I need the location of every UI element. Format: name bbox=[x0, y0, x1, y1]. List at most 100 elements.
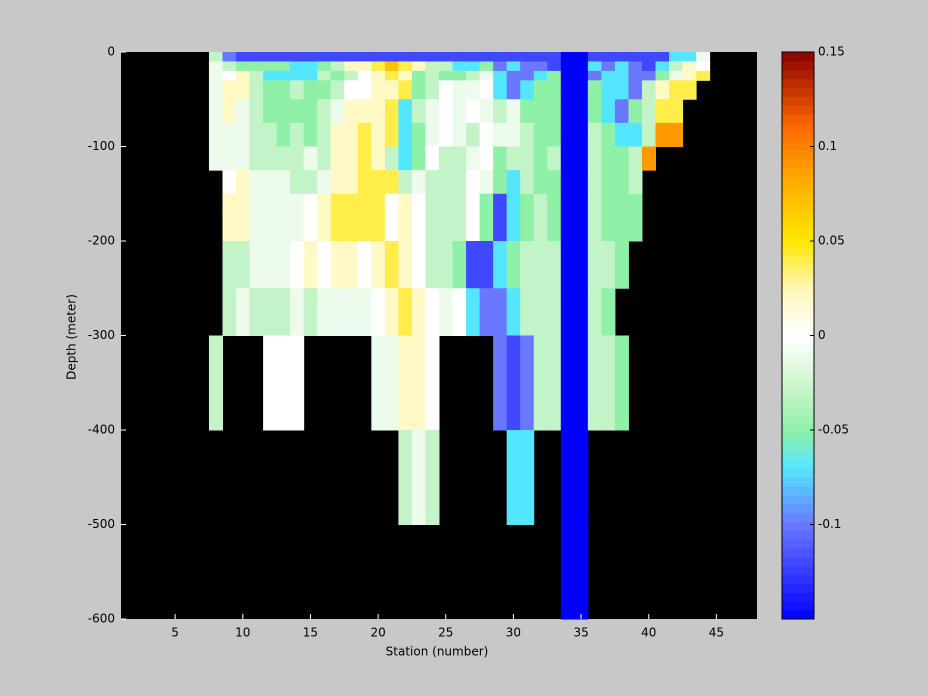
heat-cell bbox=[330, 122, 345, 147]
colorbar-swatch bbox=[782, 441, 814, 452]
heat-cell bbox=[303, 52, 318, 62]
heat-cell bbox=[330, 80, 345, 100]
heat-cell bbox=[669, 80, 684, 100]
heat-cell bbox=[276, 99, 291, 124]
heat-cell bbox=[614, 170, 629, 195]
heat-cell bbox=[547, 70, 562, 81]
colorbar-tick-label: 0.05 bbox=[818, 234, 845, 248]
heat-cell bbox=[479, 122, 494, 147]
heat-cell bbox=[276, 288, 291, 336]
heat-cell bbox=[371, 122, 386, 147]
heat-cell bbox=[533, 193, 548, 242]
colorbar-swatch bbox=[782, 397, 814, 407]
heat-cell bbox=[330, 61, 345, 72]
heat-cell bbox=[493, 122, 508, 147]
heat-cell bbox=[439, 80, 454, 100]
colorbar-swatch bbox=[782, 308, 814, 319]
heat-cell bbox=[466, 52, 481, 62]
heat-cell bbox=[506, 146, 521, 171]
heat-cell bbox=[466, 61, 481, 72]
heat-cell bbox=[439, 193, 454, 242]
heat-cell bbox=[398, 61, 413, 72]
heat-cell bbox=[641, 52, 657, 62]
heat-cell bbox=[344, 61, 359, 72]
colorbar-tick-label: 0.15 bbox=[818, 45, 845, 59]
heat-cell bbox=[276, 146, 291, 171]
heat-cell bbox=[520, 61, 535, 72]
heat-cell bbox=[560, 288, 575, 336]
heat-cell bbox=[249, 122, 264, 147]
heat-cell bbox=[641, 61, 657, 72]
heat-cell bbox=[479, 146, 494, 171]
heat-cell bbox=[384, 70, 399, 81]
heat-cell bbox=[249, 170, 264, 195]
heat-cell bbox=[493, 193, 508, 242]
heat-cell bbox=[290, 193, 305, 242]
heat-cell bbox=[439, 288, 454, 336]
colorbar-swatch bbox=[782, 87, 814, 97]
heat-cell bbox=[669, 52, 684, 62]
heat-cell bbox=[533, 52, 548, 62]
colorbar-swatch bbox=[782, 530, 814, 540]
heat-cell bbox=[344, 122, 359, 147]
heat-cell bbox=[425, 61, 440, 72]
heat-cell bbox=[411, 61, 426, 72]
colorbar-swatch bbox=[782, 69, 814, 80]
heat-cell bbox=[520, 288, 535, 336]
heat-cell bbox=[655, 122, 670, 147]
colorbar-swatch bbox=[782, 202, 814, 212]
heat-cell bbox=[628, 146, 643, 171]
x-tick-label: 15 bbox=[303, 626, 318, 640]
heat-cell bbox=[249, 241, 264, 289]
heat-cell bbox=[560, 524, 575, 620]
heat-cell bbox=[601, 335, 616, 431]
colorbar-swatch bbox=[782, 362, 814, 372]
heat-cell bbox=[587, 193, 602, 242]
heat-cell bbox=[344, 80, 359, 100]
colorbar-swatch bbox=[782, 52, 814, 62]
heat-cell bbox=[263, 80, 278, 100]
colorbar-swatch bbox=[782, 344, 814, 354]
heat-cell bbox=[493, 288, 508, 336]
heat-cell bbox=[628, 70, 643, 81]
heat-cell bbox=[574, 241, 589, 289]
heat-cell bbox=[452, 288, 467, 336]
heat-cell bbox=[452, 70, 467, 81]
heat-cell bbox=[669, 70, 684, 81]
heat-cell bbox=[655, 99, 670, 124]
heat-cell bbox=[439, 99, 454, 124]
heat-cell bbox=[547, 335, 562, 431]
heat-cell bbox=[330, 146, 345, 171]
heat-cell bbox=[696, 70, 711, 81]
heat-cell bbox=[560, 335, 575, 431]
heat-cell bbox=[276, 170, 291, 195]
heat-cell bbox=[411, 80, 426, 100]
heat-cell bbox=[425, 99, 440, 124]
x-tick-label: 25 bbox=[438, 626, 453, 640]
colorbar-swatch bbox=[782, 370, 814, 381]
heat-cell bbox=[506, 122, 521, 147]
heat-cell bbox=[614, 335, 629, 431]
heat-cell bbox=[357, 99, 372, 124]
heat-cell bbox=[411, 99, 426, 124]
heat-cell bbox=[371, 335, 386, 431]
colorbar-swatch bbox=[782, 565, 814, 576]
heat-cell bbox=[439, 61, 454, 72]
heat-cell bbox=[641, 122, 657, 147]
colorbar-swatch bbox=[782, 601, 814, 611]
heat-cell bbox=[411, 193, 426, 242]
heat-cell bbox=[344, 170, 359, 195]
heat-cell bbox=[317, 70, 332, 81]
heat-cell bbox=[330, 170, 345, 195]
heat-cell bbox=[547, 80, 562, 100]
heat-cell bbox=[330, 241, 345, 289]
heat-cell bbox=[208, 61, 223, 72]
heat-cell bbox=[398, 288, 413, 336]
heat-cell bbox=[547, 288, 562, 336]
heat-cell bbox=[425, 70, 440, 81]
heat-cell bbox=[533, 288, 548, 336]
heat-cell bbox=[479, 70, 494, 81]
heat-cell bbox=[384, 288, 399, 336]
heat-cell bbox=[547, 146, 562, 171]
